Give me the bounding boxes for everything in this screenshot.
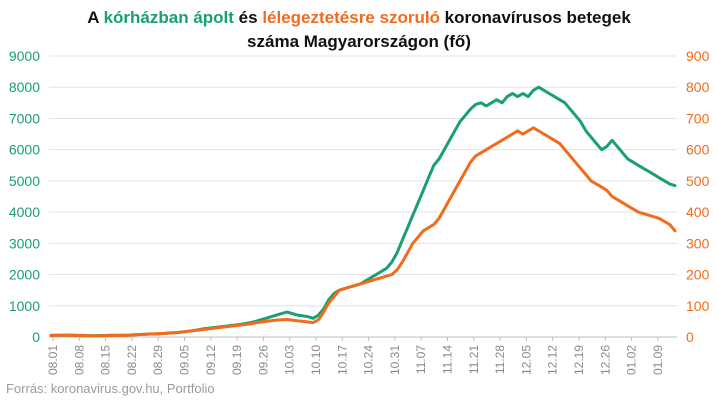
left-tick-label: 1000 <box>9 298 40 314</box>
left-tick-label: 5000 <box>9 173 40 189</box>
left-axis-ticks: 0 1000 2000 3000 4000 5000 6000 7000 8000 9000 <box>9 48 40 345</box>
title-suffix: koronavírusos betegek <box>439 8 631 27</box>
x-tick-label: 12.26 <box>598 345 612 375</box>
series-line-ventilated <box>49 126 677 338</box>
x-tick-label: 11.07 <box>414 345 428 374</box>
left-tick-label: 6000 <box>9 142 40 158</box>
chart-title: A kórházban ápolt és lélegeztetésre szor… <box>0 6 718 54</box>
x-tick-label: 12.12 <box>546 345 560 375</box>
left-tick-label: 0 <box>32 329 40 345</box>
left-tick-label: 4000 <box>9 204 40 220</box>
x-tick-label: 11.21 <box>467 345 481 374</box>
x-tick-label: 01.09 <box>651 345 665 375</box>
title-connector: és <box>233 8 263 27</box>
x-tick-label: 09.26 <box>256 345 270 375</box>
series-lines <box>49 85 677 338</box>
source-note: Forrás: koronavirus.gov.hu, Portfolio <box>6 381 215 396</box>
title-line2: száma Magyarországon (fő) <box>247 32 471 51</box>
x-axis-ticks: 08.01 08.08 08.15 08.22 08.29 09.05 09.12 09.19… <box>46 336 677 375</box>
right-tick-label: 600 <box>686 142 710 158</box>
x-tick-label: 12.05 <box>519 345 533 375</box>
right-axis-ticks: 0 100 200 300 400 500 600 700 800 900 <box>686 48 710 345</box>
title-ventilated-term: lélegeztetésre szoruló <box>262 8 440 27</box>
left-tick-label: 7000 <box>9 110 40 126</box>
right-tick-label: 700 <box>686 110 710 126</box>
right-tick-label: 100 <box>686 298 710 314</box>
right-tick-label: 800 <box>686 79 710 95</box>
left-tick-label: 8000 <box>9 79 40 95</box>
title-hospitalized-term: kórházban ápolt <box>103 8 234 27</box>
x-tick-label: 09.12 <box>204 345 218 375</box>
x-tick-label: 11.14 <box>441 345 455 374</box>
right-tick-label: 300 <box>686 235 710 251</box>
x-tick-label: 10.31 <box>388 345 402 375</box>
x-tick-label: 09.19 <box>230 345 244 375</box>
left-tick-label: 3000 <box>9 235 40 251</box>
right-tick-label: 200 <box>686 267 710 283</box>
x-tick-label: 08.29 <box>151 345 165 375</box>
x-tick-label: 08.08 <box>72 345 86 375</box>
x-tick-label: 10.03 <box>283 345 297 375</box>
x-tick-label: 10.24 <box>362 345 376 375</box>
right-tick-label: 500 <box>686 173 710 189</box>
x-tick-label: 09.05 <box>178 345 192 375</box>
title-prefix: A <box>87 8 104 27</box>
gridlines <box>49 55 677 338</box>
x-tick-label: 12.19 <box>572 345 586 375</box>
x-tick-label: 08.15 <box>99 345 113 375</box>
x-tick-label: 01.02 <box>625 345 639 375</box>
x-tick-label: 10.17 <box>335 345 349 375</box>
left-tick-label: 2000 <box>9 267 40 283</box>
x-tick-label: 10.10 <box>309 345 323 375</box>
right-tick-label: 400 <box>686 204 710 220</box>
x-tick-label: 11.28 <box>493 345 507 374</box>
x-tick-label: 08.22 <box>125 345 139 375</box>
right-tick-label: 0 <box>686 329 694 345</box>
right-tick-label: 900 <box>686 48 710 64</box>
series-line-hospitalized <box>49 85 677 338</box>
left-tick-label: 9000 <box>9 48 40 64</box>
x-tick-label: 08.01 <box>46 345 60 375</box>
